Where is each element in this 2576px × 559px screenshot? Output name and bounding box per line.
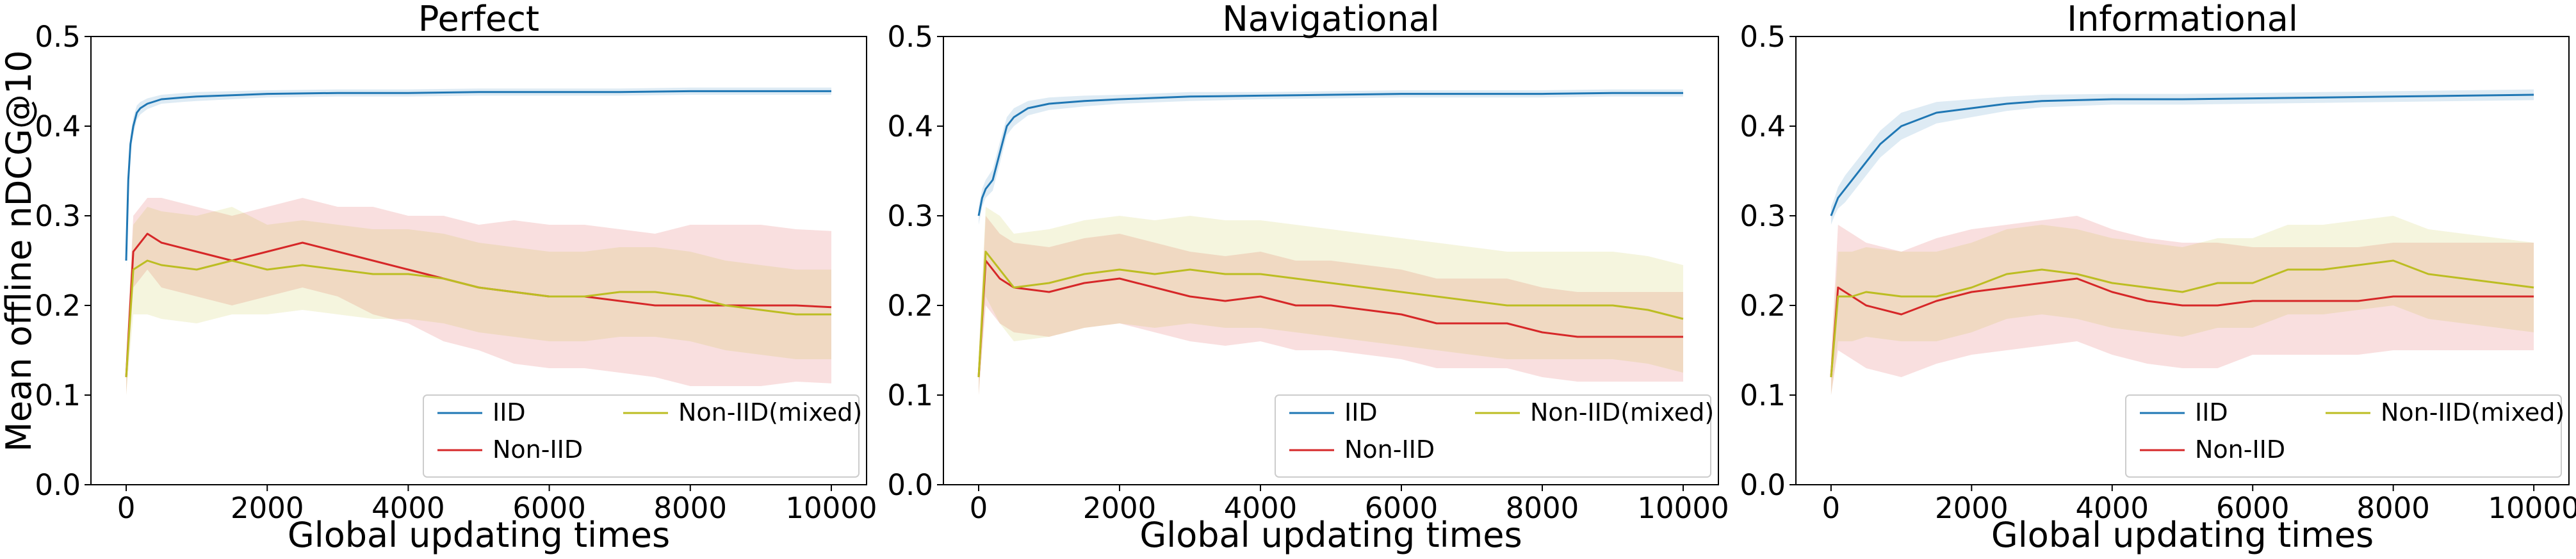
legend-label-navigational-iid: IID xyxy=(1344,398,1378,426)
chart-panel-navigational: 0 2000 4000 6000 8000 10000 0.0 0.1 0.2 0.3 0.4 0.5… xyxy=(887,0,1729,555)
y-tick-label-informational-1: 0.1 xyxy=(1740,378,1786,412)
x-tick-label-navigational-0: 0 xyxy=(970,491,988,525)
x-tick-label-navigational-5: 10000 xyxy=(1637,491,1729,525)
y-tick-label-navigational-4: 0.4 xyxy=(887,109,933,143)
legend-perfect: IID Non-IID Non-IID(mixed) xyxy=(423,394,862,478)
x-axis-label-perfect: Global updating times xyxy=(288,515,670,555)
x-tick-label-perfect-5: 10000 xyxy=(785,491,877,525)
x-axis-label-navigational: Global updating times xyxy=(1139,515,1522,555)
panel-title-perfect: Perfect xyxy=(418,0,539,39)
y-tick-label-navigational-3: 0.3 xyxy=(887,199,933,233)
series-line-perfect-iid xyxy=(125,90,831,261)
panel-title-informational: Informational xyxy=(2067,0,2298,39)
legend-label-perfect-iid: IID xyxy=(493,398,526,426)
band-perfect-non-iid xyxy=(126,198,831,395)
legend-label-informational-non-iid: Non-IID xyxy=(2195,435,2285,464)
legend-box-informational xyxy=(2125,394,2562,478)
y-tick-label-informational-0: 0.0 xyxy=(1740,468,1786,502)
x-tick-label-navigational-4: 8000 xyxy=(1506,491,1579,525)
x-tick-label-navigational-1: 2000 xyxy=(1083,491,1157,525)
x-tick-label-informational-1: 2000 xyxy=(1935,491,2009,525)
y-tick-label-informational-4: 0.4 xyxy=(1740,109,1786,143)
x-tick-label-informational-5: 10000 xyxy=(2488,491,2576,525)
series-line-informational-non-iid-mixed xyxy=(1830,259,2534,378)
series-line-informational-non-iid xyxy=(1830,277,2534,378)
band-perfect-non-iid-mixed xyxy=(126,207,831,395)
series-line-informational-iid xyxy=(1830,93,2534,216)
x-tick-label-perfect-0: 0 xyxy=(117,491,136,525)
y-tick-label-informational-5: 0.5 xyxy=(1740,20,1786,54)
legend-label-navigational-non-iid: Non-IID xyxy=(1344,435,1435,464)
x-tick-label-navigational-2: 4000 xyxy=(1224,491,1298,525)
y-tick-label-perfect-0: 0.0 xyxy=(35,468,81,502)
y-tick-label-perfect-4: 0.4 xyxy=(35,109,81,143)
chart-panel-perfect: 0 2000 4000 6000 8000 10000 0.0 0.1 0.2 0.3 0.4 0.5… xyxy=(35,0,877,555)
series-line-navigational-non-iid xyxy=(977,259,1683,378)
x-tick-label-informational-3: 6000 xyxy=(2216,491,2290,525)
series-line-navigational-non-iid-mixed xyxy=(977,250,1684,378)
x-tick-label-informational-0: 0 xyxy=(1822,491,1841,525)
y-tick-label-navigational-0: 0.0 xyxy=(887,468,933,502)
chart-panel-informational: 0 2000 4000 6000 8000 10000 0.0 0.1 0.2 0.3 0.4 0.5… xyxy=(1740,0,2576,555)
x-tick-label-navigational-3: 6000 xyxy=(1365,491,1439,525)
legend-navigational: IID Non-IID Non-IID(mixed) xyxy=(1275,394,1714,478)
legend-label-informational-non-iid-mixed: Non-IID(mixed) xyxy=(2381,398,2564,426)
y-tick-label-perfect-5: 0.5 xyxy=(35,20,81,54)
legend-box-navigational xyxy=(1275,394,1711,478)
y-tick-label-navigational-2: 0.2 xyxy=(887,289,933,323)
y-tick-label-perfect-2: 0.2 xyxy=(35,289,81,323)
legend-label-navigational-non-iid-mixed: Non-IID(mixed) xyxy=(1530,398,1714,426)
y-tick-label-perfect-1: 0.1 xyxy=(35,378,81,412)
legend-informational: IID Non-IID Non-IID(mixed) xyxy=(2125,394,2564,478)
legend-box-perfect xyxy=(423,394,860,478)
y-tick-label-navigational-5: 0.5 xyxy=(887,20,933,54)
legend-label-perfect-non-iid: Non-IID xyxy=(493,435,583,464)
x-tick-label-informational-2: 4000 xyxy=(2076,491,2149,525)
y-axis-label: Mean offline nDCG@10 xyxy=(0,50,39,451)
series-line-perfect-non-iid-mixed xyxy=(125,259,831,378)
y-tick-label-navigational-1: 0.1 xyxy=(887,378,933,412)
y-tick-label-informational-2: 0.2 xyxy=(1740,289,1786,323)
legend-label-perfect-non-iid-mixed: Non-IID(mixed) xyxy=(678,398,862,426)
series-line-navigational-iid xyxy=(977,92,1683,216)
panel-title-navigational: Navigational xyxy=(1222,0,1439,39)
plot-frame-perfect xyxy=(90,36,867,485)
x-tick-label-informational-4: 8000 xyxy=(2356,491,2430,525)
x-tick-label-perfect-2: 4000 xyxy=(371,491,445,525)
x-tick-label-perfect-4: 8000 xyxy=(654,491,728,525)
plot-frame-navigational xyxy=(943,36,1719,485)
band-navigational-non-iid-mixed xyxy=(979,207,1683,395)
y-tick-label-informational-3: 0.3 xyxy=(1740,199,1786,233)
x-tick-label-perfect-1: 2000 xyxy=(231,491,304,525)
y-tick-label-perfect-3: 0.3 xyxy=(35,199,81,233)
plot-frame-informational xyxy=(1795,36,2570,485)
x-tick-label-perfect-3: 6000 xyxy=(512,491,586,525)
legend-label-informational-iid: IID xyxy=(2195,398,2228,426)
x-axis-label-informational: Global updating times xyxy=(1991,515,2374,555)
